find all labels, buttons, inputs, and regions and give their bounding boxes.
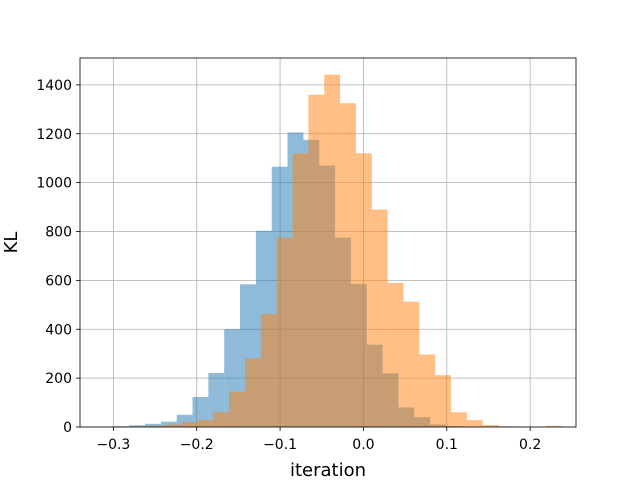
histogram-bar bbox=[371, 209, 388, 427]
histogram-bar bbox=[292, 153, 309, 428]
y-tick-label: 200 bbox=[45, 371, 72, 387]
histogram-bar bbox=[450, 412, 467, 427]
histogram-bar bbox=[435, 375, 451, 427]
y-tick-label: 800 bbox=[45, 225, 72, 241]
histogram-bar bbox=[355, 153, 372, 428]
x-tick-label: 0.0 bbox=[352, 437, 374, 453]
histogram-bar bbox=[466, 420, 483, 427]
histogram-bar bbox=[192, 396, 209, 427]
histogram-bar bbox=[545, 425, 562, 427]
histogram-bar bbox=[181, 422, 198, 427]
x-tick-label: −0.3 bbox=[96, 437, 130, 453]
histogram-bar bbox=[197, 420, 214, 427]
histogram-bar bbox=[213, 412, 230, 427]
histogram-bar bbox=[229, 391, 246, 427]
x-tick-label: 0.2 bbox=[519, 437, 541, 453]
plot-area: −0.3 −0.2 −0.1 0.0 0.1 0.2 0 200 400 600 800 1000 12… bbox=[36, 57, 577, 453]
histogram-bar bbox=[308, 94, 325, 427]
y-tick-label: 400 bbox=[45, 322, 72, 338]
histogram-bar bbox=[419, 354, 436, 427]
y-tick-label: 600 bbox=[45, 273, 72, 289]
histogram-bar bbox=[340, 103, 356, 427]
histogram-bar bbox=[245, 358, 261, 427]
y-tick-label: 0 bbox=[63, 420, 72, 436]
histogram-bar bbox=[145, 423, 161, 427]
histogram-bar bbox=[482, 425, 499, 427]
y-tick-label: 1400 bbox=[36, 78, 72, 94]
x-tick-label: 0.1 bbox=[436, 437, 458, 453]
series-2-bars bbox=[134, 74, 562, 428]
bars-layer bbox=[113, 74, 562, 428]
histogram-bar bbox=[160, 421, 177, 427]
y-tick-label: 1000 bbox=[36, 176, 72, 192]
x-tick-label: −0.2 bbox=[180, 437, 214, 453]
histogram-bar bbox=[165, 424, 182, 427]
histogram-bar bbox=[150, 425, 166, 427]
histogram-bar bbox=[276, 237, 293, 427]
histogram-bar bbox=[403, 301, 420, 427]
x-tick-label: −0.1 bbox=[263, 437, 297, 453]
y-axis-label: KL bbox=[1, 232, 22, 254]
y-tick-label: 1200 bbox=[36, 127, 72, 143]
ticks-layer: −0.3 −0.2 −0.1 0.0 0.1 0.2 0 200 400 600 800 1000 12… bbox=[36, 78, 541, 453]
histogram-bar bbox=[324, 74, 341, 427]
x-axis-label: iteration bbox=[290, 460, 366, 480]
histogram-bar bbox=[129, 425, 146, 427]
histogram-bar bbox=[260, 314, 277, 427]
axes-frame bbox=[79, 57, 577, 428]
histogram-bar bbox=[387, 282, 404, 427]
